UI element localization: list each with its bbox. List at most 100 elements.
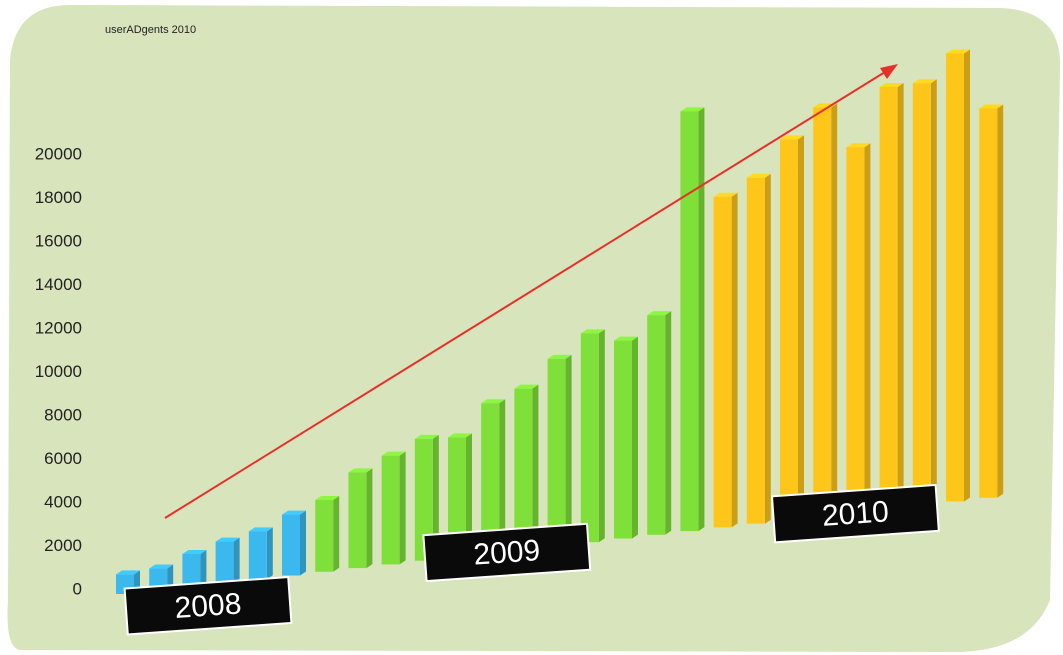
legend-item: 2008	[123, 576, 293, 636]
bar-top	[414, 434, 439, 439]
bar-top	[448, 433, 472, 438]
bar-side	[432, 434, 439, 561]
bar-front	[879, 86, 898, 509]
bar	[315, 496, 340, 572]
bar	[879, 82, 904, 509]
y-axis: 0 2000 4000 6000 8000 10000 12000 14000 16000 180…	[35, 144, 82, 598]
bar-front	[282, 514, 300, 576]
y-tick-label: 0	[73, 579, 82, 598]
bar-side	[233, 537, 240, 583]
bar-side	[333, 496, 340, 572]
y-tick-label: 20000	[35, 144, 82, 163]
bar-side	[698, 107, 705, 532]
bar-front	[448, 437, 466, 557]
legend-item: 2009	[422, 522, 592, 583]
bar-side	[997, 104, 1004, 498]
bar-top	[547, 354, 572, 359]
bar-top	[315, 496, 340, 501]
bar-side	[565, 354, 572, 546]
bar-side	[300, 510, 306, 576]
bar-front	[912, 83, 931, 506]
bar-top	[116, 570, 140, 575]
bar-side	[532, 384, 539, 550]
bar-top	[215, 537, 240, 542]
bar	[946, 49, 970, 502]
bar-front	[315, 500, 334, 572]
bar-side	[930, 79, 937, 506]
bar-top	[514, 384, 539, 389]
bar	[647, 311, 672, 535]
bar-side	[964, 49, 970, 502]
bar-side	[665, 311, 672, 535]
bar-side	[798, 135, 804, 520]
bar-top	[746, 173, 771, 178]
bar	[713, 192, 738, 528]
y-tick-label: 18000	[35, 188, 82, 207]
bar-top	[381, 451, 406, 456]
y-tick-label: 10000	[35, 362, 82, 381]
bar	[215, 537, 240, 583]
bar-top	[348, 468, 373, 473]
chart-title: userADgents 2010	[105, 24, 196, 36]
bar-top	[713, 192, 738, 197]
bar	[248, 527, 273, 580]
bar-top	[647, 311, 672, 316]
bar-side	[266, 527, 273, 580]
bar	[514, 384, 539, 550]
bar-front	[547, 358, 566, 546]
bar-top	[780, 135, 804, 140]
bar	[846, 143, 871, 513]
bar	[448, 433, 472, 557]
bar-top	[912, 79, 937, 84]
bar	[547, 354, 572, 546]
bar-top	[680, 107, 705, 112]
bar	[746, 173, 771, 524]
bar-top	[879, 82, 904, 87]
bar-top	[248, 527, 273, 532]
bar-top	[846, 143, 871, 148]
bar-side	[764, 173, 771, 524]
bar-front	[813, 107, 832, 517]
bar-top	[149, 564, 174, 569]
bar	[680, 107, 705, 532]
bar-front	[780, 139, 798, 520]
y-tick-label: 12000	[35, 318, 82, 337]
bar-front	[381, 455, 400, 565]
bar-front	[215, 541, 234, 583]
bar-side	[632, 336, 638, 539]
trend-arrow	[164, 71, 886, 519]
bar-side	[399, 451, 406, 565]
y-tick-label: 8000	[44, 405, 82, 424]
bar-front	[713, 196, 732, 528]
bar	[348, 468, 373, 569]
legend-label: 2009	[472, 534, 541, 572]
bar-front	[481, 403, 500, 554]
bar-front	[680, 111, 699, 532]
bar-front	[647, 315, 666, 535]
bar	[182, 549, 207, 587]
bar-front	[182, 553, 201, 587]
bar-side	[200, 549, 207, 587]
y-tick-label: 6000	[44, 449, 82, 468]
bar-top	[946, 49, 970, 54]
bar	[912, 79, 937, 506]
bar-side	[897, 82, 904, 509]
bar	[381, 451, 406, 565]
bar-side	[731, 192, 738, 528]
bar-side	[499, 399, 506, 554]
bar-side	[167, 564, 174, 591]
legend-item: 2010	[770, 483, 940, 544]
bar-side	[831, 103, 838, 517]
y-tick-label: 4000	[44, 492, 82, 511]
bar-top	[979, 104, 1004, 109]
bar-front	[614, 340, 632, 539]
legend-box	[422, 522, 592, 583]
bar-side	[598, 329, 605, 543]
bar	[780, 135, 804, 520]
trend-arrowhead	[880, 64, 898, 79]
bar	[979, 104, 1004, 498]
bar	[414, 434, 439, 561]
y-tick-label: 14000	[35, 275, 82, 294]
bar-side	[864, 143, 871, 513]
